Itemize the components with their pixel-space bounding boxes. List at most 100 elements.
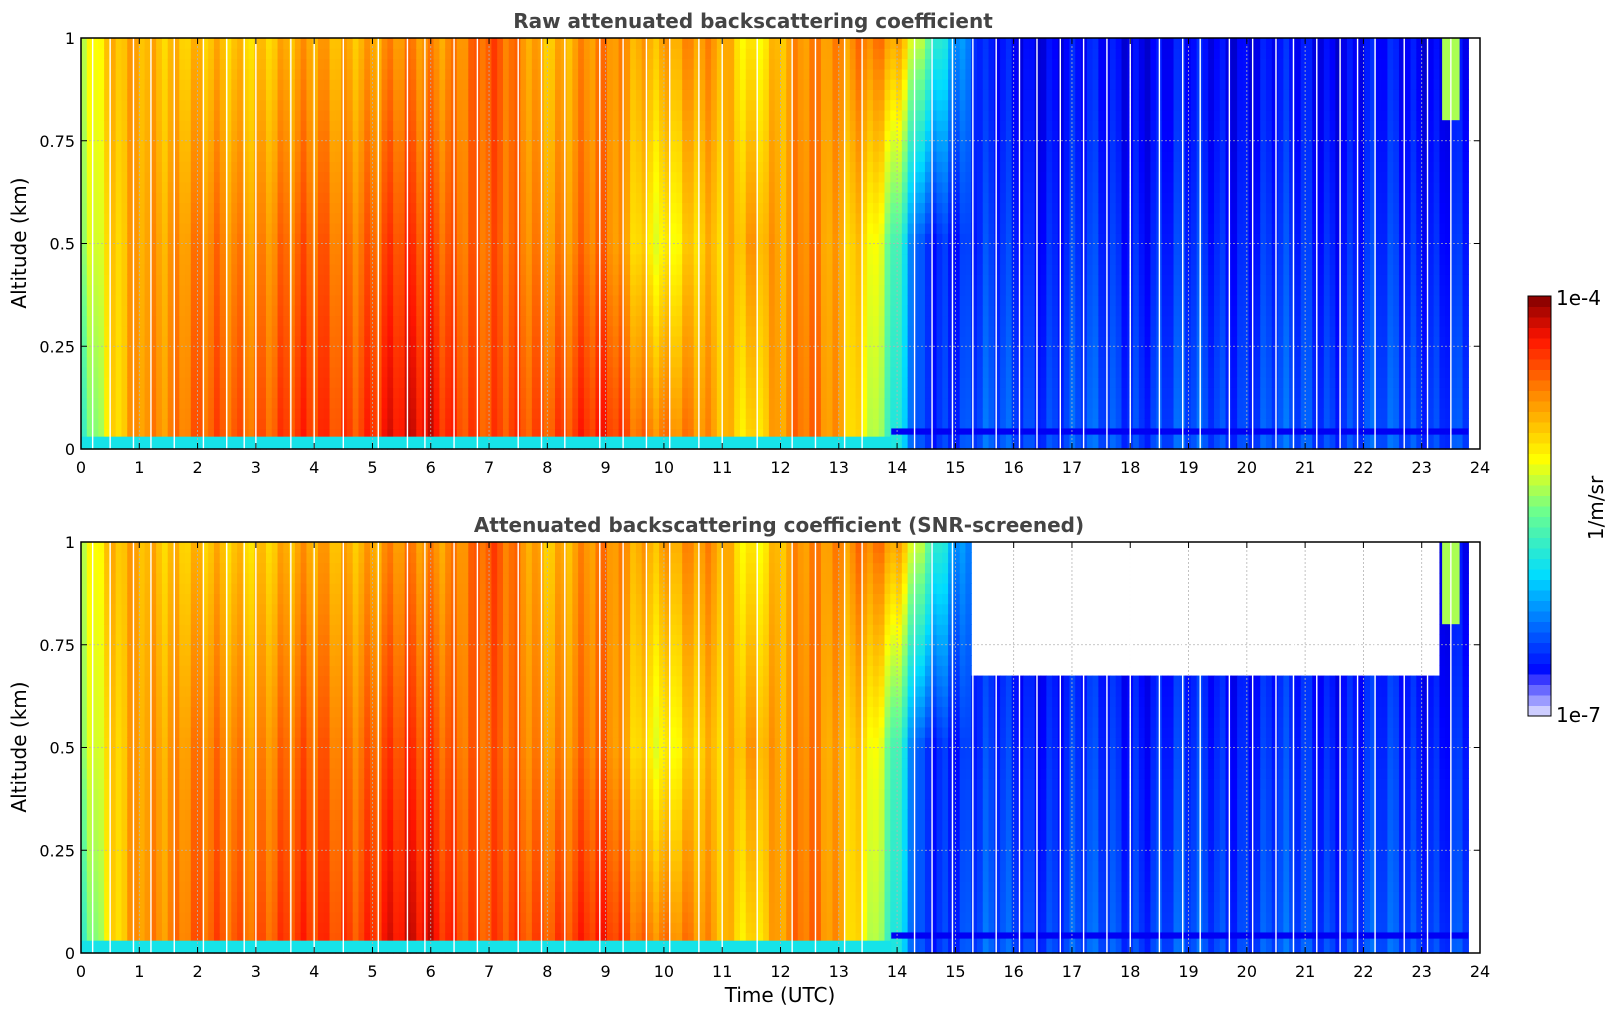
heatmap-cell bbox=[138, 181, 146, 193]
heatmap-cell bbox=[659, 130, 666, 142]
heatmap-cell bbox=[271, 68, 279, 80]
heatmap-cell bbox=[641, 151, 649, 162]
heatmap-cell bbox=[381, 346, 388, 358]
heatmap-cell bbox=[248, 79, 256, 90]
heatmap-cell bbox=[121, 140, 128, 152]
heatmap-cell bbox=[387, 38, 394, 49]
heatmap-cell bbox=[248, 120, 256, 132]
heatmap-cell bbox=[630, 202, 637, 214]
heatmap-cell bbox=[676, 284, 683, 296]
heatmap-cell bbox=[346, 89, 354, 101]
heatmap-cell bbox=[271, 181, 279, 193]
heatmap-cell bbox=[398, 202, 406, 214]
heatmap-cell bbox=[225, 253, 232, 265]
heatmap-cell bbox=[693, 38, 701, 49]
heatmap-cell bbox=[370, 38, 377, 49]
heatmap-cell bbox=[260, 335, 267, 347]
heatmap-cell bbox=[705, 305, 712, 317]
heatmap-cell bbox=[566, 397, 573, 409]
heatmap-cell bbox=[283, 48, 290, 60]
heatmap-cell bbox=[676, 243, 683, 255]
heatmap-cell bbox=[121, 68, 128, 80]
heatmap-cell bbox=[630, 222, 637, 234]
heatmap-cell bbox=[739, 253, 747, 265]
heatmap-cell bbox=[526, 428, 533, 440]
heatmap-cell bbox=[543, 192, 550, 203]
heatmap-cell bbox=[716, 79, 724, 90]
heatmap-cell bbox=[138, 243, 146, 255]
heatmap-cell bbox=[439, 79, 446, 90]
heatmap-cell bbox=[508, 243, 516, 255]
heatmap-cell bbox=[115, 418, 123, 430]
heatmap-cell bbox=[161, 335, 169, 347]
heatmap-cell bbox=[693, 356, 701, 368]
heatmap-cell bbox=[208, 284, 215, 296]
heatmap-cell bbox=[768, 377, 776, 388]
panel-title: Raw attenuated backscattering coefficien… bbox=[513, 9, 993, 33]
heatmap-cell bbox=[208, 58, 215, 70]
heatmap-cell bbox=[739, 377, 747, 388]
heatmap-cell bbox=[560, 109, 568, 121]
heatmap-cell bbox=[682, 120, 689, 132]
heatmap-cell bbox=[780, 161, 787, 173]
heatmap-cell bbox=[260, 151, 267, 162]
heatmap-cell bbox=[341, 222, 348, 234]
heatmap-cell bbox=[398, 397, 406, 409]
heatmap-cell bbox=[138, 140, 146, 152]
heatmap-cell bbox=[271, 305, 279, 317]
heatmap-cell bbox=[728, 171, 735, 183]
heatmap-cell bbox=[231, 58, 238, 70]
heatmap-cell bbox=[370, 79, 377, 90]
heatmap-cell bbox=[456, 233, 464, 245]
heatmap-cell bbox=[479, 109, 487, 121]
heatmap-cell bbox=[445, 212, 452, 224]
heatmap-cell bbox=[711, 99, 718, 111]
heatmap-cell bbox=[202, 212, 209, 224]
heatmap-cell bbox=[543, 109, 550, 121]
heatmap-cell bbox=[225, 428, 232, 440]
heatmap-cell bbox=[711, 140, 718, 152]
heatmap-cell bbox=[682, 366, 689, 378]
heatmap-cell bbox=[185, 58, 192, 70]
heatmap-cell bbox=[705, 418, 712, 430]
heatmap-cell bbox=[439, 130, 446, 142]
heatmap-cell bbox=[265, 171, 273, 183]
heatmap-cell bbox=[566, 192, 573, 203]
heatmap-cell bbox=[398, 181, 406, 193]
heatmap-cell bbox=[185, 407, 192, 419]
heatmap-cell bbox=[289, 222, 296, 234]
heatmap-cell bbox=[335, 161, 342, 173]
heatmap-cell bbox=[716, 38, 724, 49]
heatmap-cell bbox=[797, 120, 805, 132]
heatmap-cell bbox=[260, 387, 267, 399]
heatmap-cell bbox=[659, 140, 666, 152]
heatmap-cell bbox=[393, 38, 400, 49]
heatmap-cell bbox=[306, 68, 313, 80]
heatmap-cell bbox=[792, 192, 799, 203]
heatmap-cell bbox=[173, 264, 180, 275]
heatmap-cell bbox=[161, 171, 169, 183]
heatmap-cell bbox=[711, 181, 718, 193]
heatmap-cell bbox=[144, 346, 151, 358]
heatmap-cell bbox=[92, 68, 99, 80]
heatmap-cell bbox=[352, 233, 360, 245]
heatmap-cell bbox=[260, 181, 267, 193]
heatmap-cell bbox=[352, 192, 360, 203]
heatmap-cell bbox=[664, 171, 672, 183]
heatmap-cell bbox=[329, 366, 336, 378]
heatmap-cell bbox=[624, 171, 631, 183]
heatmap-cell bbox=[508, 222, 516, 234]
heatmap-cell bbox=[502, 387, 510, 399]
heatmap-cell bbox=[693, 99, 701, 111]
heatmap-cell bbox=[745, 130, 753, 142]
heatmap-cell bbox=[104, 58, 111, 70]
heatmap-cell bbox=[109, 346, 117, 358]
heatmap-cell bbox=[560, 99, 568, 111]
heatmap-cell bbox=[289, 89, 296, 101]
heatmap-cell bbox=[254, 407, 261, 419]
heatmap-cell bbox=[150, 99, 157, 111]
heatmap-cell bbox=[156, 38, 163, 49]
heatmap-cell bbox=[352, 202, 360, 214]
heatmap-cell bbox=[364, 294, 371, 306]
heatmap-cell bbox=[485, 171, 493, 183]
